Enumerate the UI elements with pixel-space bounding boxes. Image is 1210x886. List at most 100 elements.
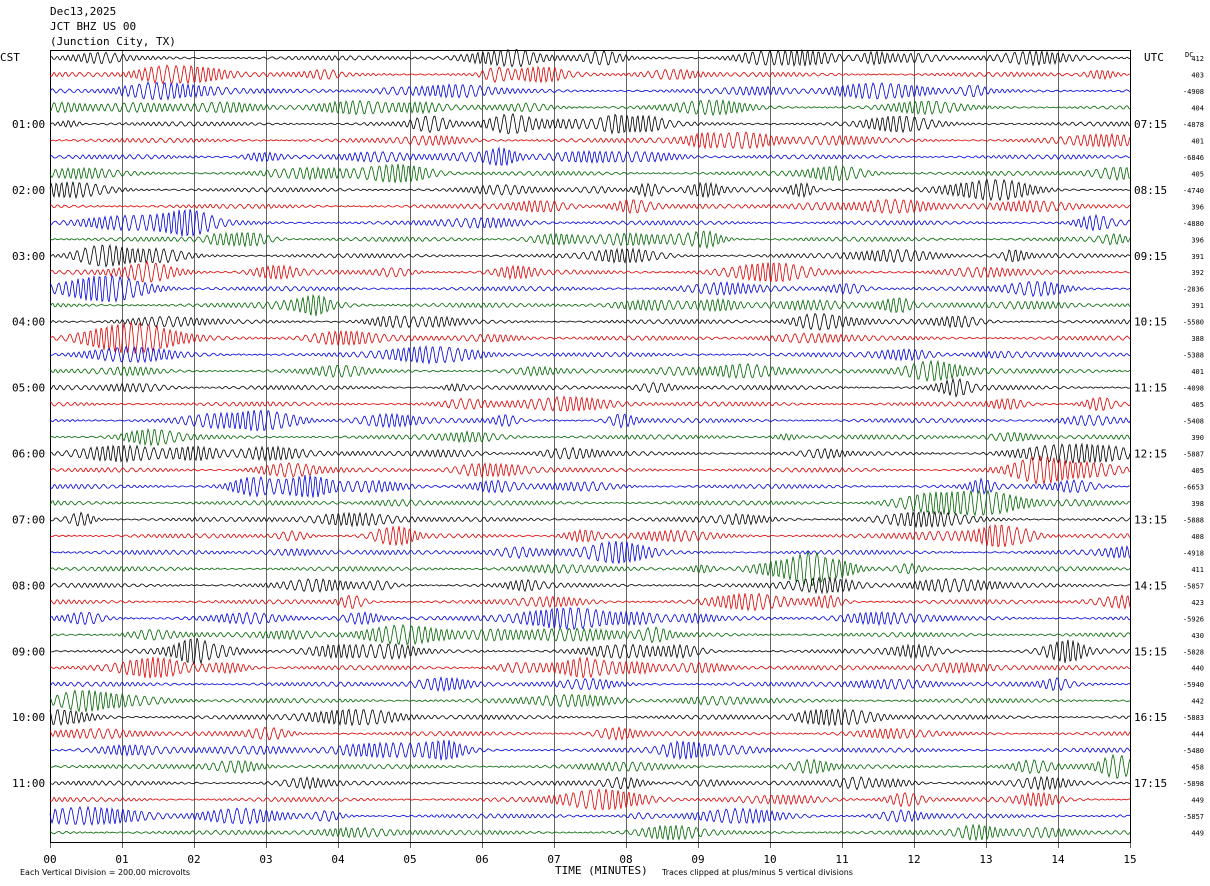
- seismic-trace: [49, 81, 1131, 101]
- seismic-trace: [49, 805, 1131, 827]
- dc-offset-label: -4740: [1183, 187, 1204, 195]
- dc-offset-label: -5857: [1183, 813, 1204, 821]
- seismic-trace: [49, 592, 1131, 612]
- seismic-trace: [49, 359, 1131, 383]
- dc-offset-label: -5940: [1183, 681, 1204, 689]
- seismic-trace: [49, 675, 1131, 693]
- left-hour-label: 02:00: [12, 184, 45, 197]
- seismic-trace: [50, 131, 1131, 150]
- seismic-trace: [49, 823, 1131, 842]
- left-timezone-label: CST: [0, 51, 20, 64]
- dc-offset-label: 390: [1191, 434, 1204, 442]
- plot-frame: [50, 50, 1131, 843]
- dc-offset-label: -6653: [1183, 483, 1204, 491]
- seismic-trace: [49, 540, 1131, 564]
- dc-offset-label: -5926: [1183, 615, 1204, 623]
- x-tick-label: 13: [979, 853, 992, 866]
- dc-offset-label: 391: [1191, 302, 1204, 310]
- left-hour-label: 10:00: [12, 711, 45, 724]
- left-hour-label: 08:00: [12, 579, 45, 592]
- dc-offset-label: 423: [1191, 599, 1204, 607]
- dc-offset-label: -2836: [1183, 286, 1204, 294]
- dc-offset-label: -4908: [1183, 88, 1204, 96]
- header-date: Dec13,2025: [50, 5, 117, 18]
- dc-offset-label: 449: [1191, 797, 1204, 805]
- x-tick-label: 09: [691, 853, 704, 866]
- x-tick-label: 06: [475, 853, 488, 866]
- dc-offset-label: -6846: [1183, 154, 1204, 162]
- dc-offset-label: 401: [1191, 137, 1204, 145]
- x-tick-label: 12: [907, 853, 920, 866]
- right-hour-label: 17:15: [1134, 777, 1167, 790]
- seismic-trace: [49, 409, 1131, 432]
- dc-offset-label: -5408: [1183, 418, 1204, 426]
- dc-offset-label: 391: [1191, 253, 1204, 261]
- header-location: (Junction City, TX): [50, 35, 176, 48]
- dc-offset-label: -5887: [1183, 451, 1204, 459]
- x-tick-label: 11: [835, 853, 848, 866]
- right-hour-label: 12:15: [1134, 448, 1167, 461]
- left-hour-label: 04:00: [12, 316, 45, 329]
- dc-offset-label: 405: [1191, 467, 1204, 475]
- dc-offset-label: 412: [1191, 55, 1204, 63]
- seismic-trace: [49, 775, 1131, 792]
- dc-offset-label: -4918: [1183, 549, 1204, 557]
- dc-offset-label: -5580: [1183, 319, 1204, 327]
- x-tick-label: 03: [259, 853, 272, 866]
- right-hour-label: 08:15: [1134, 184, 1167, 197]
- dc-offset-label: 405: [1191, 401, 1204, 409]
- labels: 00 01 02 03 04 05 06 07 08 09 10 11 12 13 14 15 412 403 -4…: [12, 55, 1204, 866]
- right-hour-label: 16:15: [1134, 711, 1167, 724]
- dc-offset-label: 449: [1191, 830, 1204, 838]
- dc-offset-label: 403: [1191, 71, 1204, 79]
- seismic-trace: [49, 523, 1131, 548]
- seismic-trace: [49, 739, 1131, 761]
- x-tick-label: 15: [1123, 853, 1136, 866]
- dc-offset-label: -4880: [1183, 220, 1204, 228]
- x-tick-label: 10: [763, 853, 776, 866]
- right-hour-label: 14:15: [1134, 579, 1167, 592]
- seismic-trace: [49, 788, 1131, 811]
- x-tick-label: 02: [187, 853, 200, 866]
- left-hour-label: 09:00: [12, 645, 45, 658]
- seismic-trace: [49, 576, 1131, 595]
- seismic-trace: [49, 112, 1131, 135]
- seismic-trace: [49, 637, 1131, 665]
- dc-offset-label: -5857: [1183, 582, 1204, 590]
- right-timezone-label: UTC: [1144, 51, 1164, 64]
- seismic-trace: [49, 377, 1131, 398]
- seismic-trace: [49, 146, 1131, 166]
- dc-offset-label: 458: [1191, 764, 1204, 772]
- traces: [49, 48, 1131, 842]
- seismic-trace: [49, 321, 1131, 355]
- dc-offset-label: 408: [1191, 533, 1204, 541]
- minute-grid: [50, 51, 1131, 848]
- seismic-trace: [49, 260, 1131, 283]
- right-hour-label: 10:15: [1134, 316, 1167, 329]
- dc-offset-label: 444: [1191, 731, 1204, 739]
- x-tick-label: 00: [43, 853, 56, 866]
- dc-offset-label: -5388: [1183, 352, 1204, 360]
- seismic-trace: [49, 607, 1131, 631]
- dc-offset-label: -5828: [1183, 648, 1204, 656]
- seismic-trace: [49, 454, 1131, 486]
- dc-offset-label: 404: [1191, 104, 1204, 112]
- seismic-trace: [49, 293, 1131, 317]
- x-tick-label: 07: [547, 853, 560, 866]
- seismic-trace: [49, 344, 1131, 365]
- right-hour-label: 09:15: [1134, 250, 1167, 263]
- seismic-trace: [49, 98, 1131, 117]
- seismic-trace: [49, 623, 1131, 646]
- right-hour-label: 11:15: [1134, 382, 1167, 395]
- left-hour-label: 05:00: [12, 382, 45, 395]
- dc-offset-label: -5888: [1183, 516, 1204, 524]
- dc-offset-label: -5883: [1183, 714, 1204, 722]
- x-tick-label: 08: [619, 853, 632, 866]
- header-station: JCT BHZ US 00: [50, 20, 137, 33]
- left-hour-label: 11:00: [12, 777, 45, 790]
- seismic-trace: [49, 551, 1131, 586]
- seismic-trace: [49, 312, 1131, 331]
- dc-column-label: DC: [1185, 51, 1193, 59]
- dc-offset-label: 411: [1191, 566, 1204, 574]
- seismic-trace: [49, 510, 1131, 528]
